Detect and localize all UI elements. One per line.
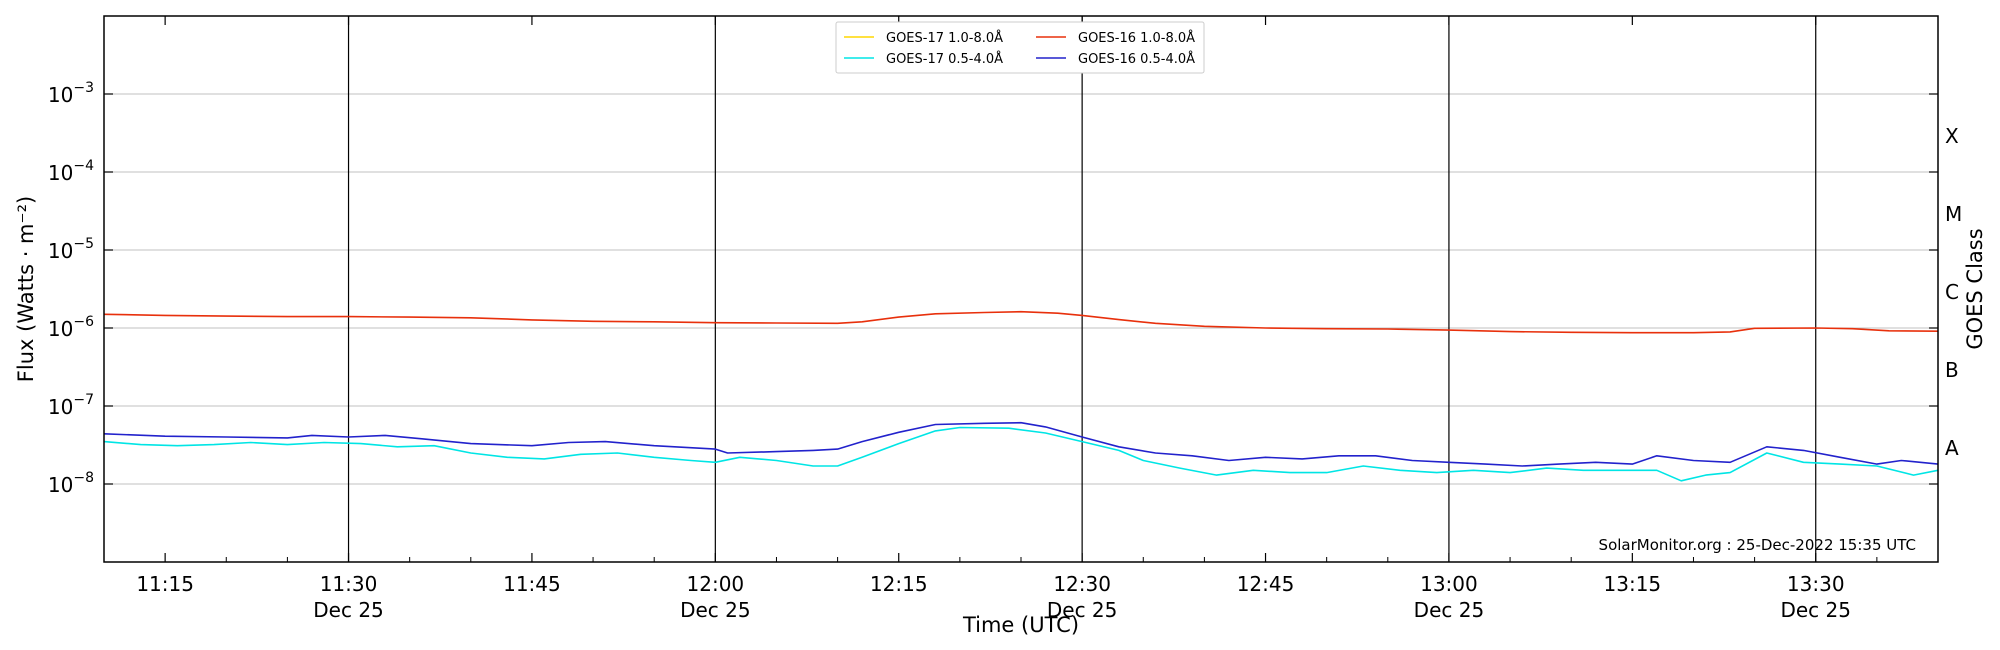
y-tick-label: 10−6 xyxy=(48,314,94,341)
x-tick-sublabel: Dec 25 xyxy=(313,598,384,622)
x-tick-sublabel: Dec 25 xyxy=(1414,598,1485,622)
y-tick-exponent: −7 xyxy=(73,392,94,408)
y-axis-label: Flux (Watts · m⁻²) xyxy=(14,196,38,382)
y-tick-base: 10 xyxy=(48,161,73,185)
x-tick-sublabel: Dec 25 xyxy=(680,598,751,622)
legend: GOES-17 1.0-8.0Å GOES-16 1.0-8.0Å GOES-17 … xyxy=(835,21,1205,74)
legend-entry: GOES-16 1.0-8.0Å xyxy=(1078,30,1195,46)
gridlines xyxy=(104,93,1938,485)
x-tick-sublabel: Dec 25 xyxy=(1780,598,1851,622)
legend-entry: GOES-16 0.5-4.0Å xyxy=(1078,51,1195,67)
x-axis-label: Time (UTC) xyxy=(962,613,1079,637)
x-tick-label: 11:15 xyxy=(136,572,194,596)
y2-axis-label: GOES Class xyxy=(1963,228,1987,349)
x-tick-label: 13:30 xyxy=(1787,572,1845,596)
plot-frame xyxy=(103,15,1939,563)
y-tick-label: 10−5 xyxy=(48,236,94,263)
y-tick-base: 10 xyxy=(48,395,73,419)
legend-box xyxy=(835,21,1205,74)
y-tick-label: 10−4 xyxy=(48,158,94,185)
series-lines xyxy=(103,310,1939,482)
series-line xyxy=(103,421,1939,467)
series-line xyxy=(103,310,1939,334)
y-axis-ticks: 10−810−710−610−510−410−3 xyxy=(48,80,1938,497)
y-tick-base: 10 xyxy=(48,473,73,497)
x-tick-label: 12:30 xyxy=(1053,572,1111,596)
x-tick-label: 12:00 xyxy=(687,572,745,596)
goes-class-label: X xyxy=(1945,124,1959,148)
legend-entry: GOES-17 0.5-4.0Å xyxy=(886,51,1003,67)
goes-class-label: B xyxy=(1945,358,1959,382)
x-tick-label: 13:00 xyxy=(1420,572,1478,596)
day-markers xyxy=(347,16,1817,562)
credit-text: SolarMonitor.org : 25-Dec-2022 15:35 UTC xyxy=(1599,536,1916,554)
y-tick-label: 10−8 xyxy=(48,470,94,497)
goes-class-label: M xyxy=(1945,202,1962,226)
goes-class-label: A xyxy=(1945,436,1959,460)
x-tick-label: 11:45 xyxy=(503,572,561,596)
y-tick-base: 10 xyxy=(48,317,73,341)
x-tick-label: 12:45 xyxy=(1237,572,1295,596)
goes-class-label: C xyxy=(1945,280,1959,304)
series-line xyxy=(103,426,1939,482)
goes-class-labels: A B C M X xyxy=(1945,124,1962,460)
y-tick-base: 10 xyxy=(48,83,73,107)
x-tick-label: 12:15 xyxy=(870,572,928,596)
y-tick-label: 10−7 xyxy=(48,392,94,419)
x-tick-label: 13:15 xyxy=(1604,572,1662,596)
y-tick-base: 10 xyxy=(48,239,73,263)
y-tick-exponent: −4 xyxy=(73,158,94,174)
x-tick-sublabel: Dec 25 xyxy=(1047,598,1118,622)
y-tick-exponent: −3 xyxy=(73,80,94,96)
y-tick-label: 10−3 xyxy=(48,80,94,107)
y-tick-exponent: −8 xyxy=(73,470,94,486)
y-tick-exponent: −6 xyxy=(73,314,94,330)
x-tick-label: 11:30 xyxy=(320,572,378,596)
y-tick-exponent: −5 xyxy=(73,236,94,252)
legend-entry: GOES-17 1.0-8.0Å xyxy=(886,30,1003,46)
